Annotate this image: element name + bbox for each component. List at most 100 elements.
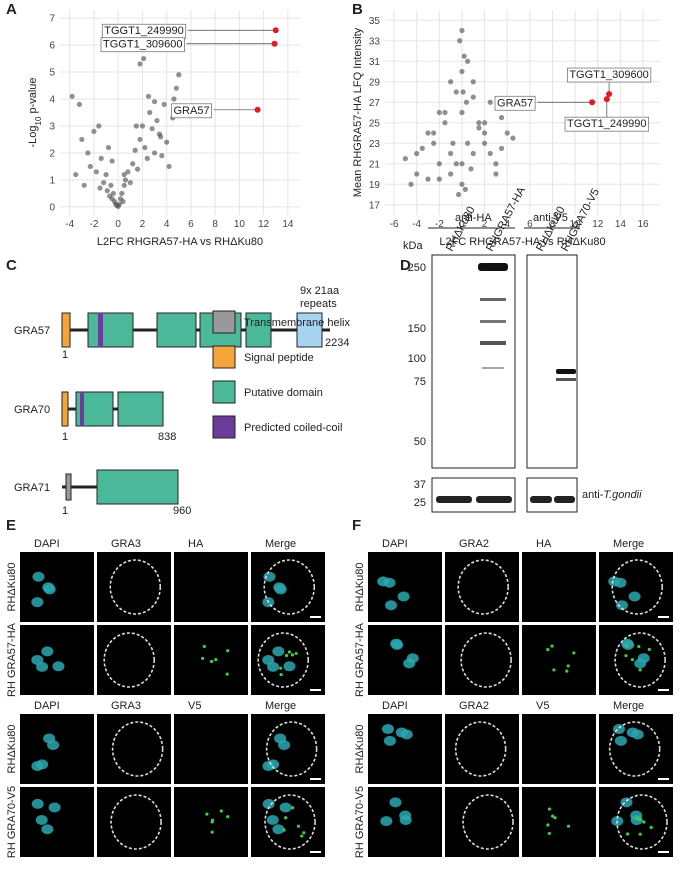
point [470, 79, 476, 85]
nucleus [262, 798, 275, 809]
x-tick-label: 16 [637, 219, 649, 230]
image [20, 625, 94, 695]
vacuole-stain [264, 794, 316, 850]
end: 960 [173, 505, 191, 517]
image [368, 552, 442, 622]
point [481, 130, 488, 136]
western-blot: anti-HA anti-V5 kDa anti-T.gondii [403, 212, 642, 513]
point [176, 72, 182, 78]
point [431, 130, 437, 136]
signal [546, 648, 550, 652]
point [459, 161, 465, 167]
legend-swatch [212, 345, 236, 369]
highlight-point [589, 99, 596, 106]
signal [282, 828, 286, 832]
highlight-label: GRA57 [497, 97, 533, 109]
image [522, 625, 596, 695]
point [119, 190, 125, 197]
point [149, 126, 155, 132]
image [97, 714, 171, 784]
point [173, 85, 179, 91]
y-tick-label: 33 [369, 36, 381, 47]
signal [566, 824, 571, 828]
band [554, 496, 575, 503]
signal [572, 651, 576, 655]
point [147, 109, 153, 116]
point [470, 150, 476, 157]
highlight-label: TGGT1_249990 [567, 118, 647, 130]
loading-label: anti-T.gondii [582, 489, 642, 501]
point [459, 68, 465, 75]
point [109, 158, 115, 164]
point [133, 123, 139, 129]
scale-bar [310, 689, 321, 691]
point [85, 150, 91, 156]
point [127, 180, 133, 186]
column-header: HA [188, 538, 204, 550]
image [522, 787, 596, 857]
start: 1 [62, 505, 68, 517]
legend-swatch [212, 310, 236, 334]
nucleus [616, 600, 629, 611]
scale-bar [658, 851, 669, 853]
signal [546, 823, 550, 827]
nucleus [383, 735, 396, 746]
point [101, 180, 107, 186]
vacuole-stain [265, 721, 318, 777]
coiled-coil [80, 392, 84, 426]
signal [214, 658, 218, 662]
domain [156, 312, 197, 348]
x-tick-label: -4 [412, 219, 421, 230]
image [174, 625, 248, 695]
signal [226, 649, 230, 653]
y-tick-label: 0 [49, 202, 55, 213]
blot-frame [526, 477, 578, 513]
label-box [171, 103, 212, 119]
scatter-plots: -4 -2 0 2 4 6 8 10 12 1401234567TGGT1_249990TGGT1… [27, 10, 660, 248]
nucleus [391, 640, 404, 651]
point [164, 139, 170, 145]
point [121, 182, 127, 188]
scale-bar [310, 778, 321, 780]
nucleus [42, 582, 55, 593]
nucleus [31, 597, 44, 608]
nucleus [385, 600, 398, 611]
point [151, 99, 158, 105]
nucleus [266, 815, 279, 826]
point [442, 109, 448, 116]
vacuole-stain [109, 559, 162, 615]
signal [638, 832, 642, 836]
label-box [564, 116, 649, 132]
start: 1 [62, 431, 68, 443]
point [137, 61, 143, 67]
column-header: Merge [265, 700, 296, 712]
point [414, 150, 420, 157]
unit: kDa [403, 240, 423, 252]
point [455, 191, 462, 198]
point [120, 198, 126, 205]
nucleus [380, 816, 393, 827]
point [110, 190, 116, 197]
point [504, 130, 510, 136]
highlight-label: GRA57 [173, 105, 209, 117]
x-axis-title: L2FC RHGRA57-HA vs RHΔKu80 [439, 236, 605, 248]
note: 9x 21aa [300, 285, 340, 297]
signal [547, 807, 552, 811]
point [141, 55, 147, 62]
signal [626, 832, 630, 836]
x-tick-label: 10 [570, 219, 582, 230]
point [425, 130, 431, 136]
point [448, 171, 454, 177]
signal [630, 658, 634, 662]
point [96, 123, 102, 129]
vacuole-stain [263, 559, 316, 615]
image [174, 714, 248, 784]
point [69, 93, 75, 99]
antibody: anti-HA [455, 212, 492, 224]
nucleus [626, 727, 639, 738]
point [436, 109, 442, 116]
y-tick-label: 7 [49, 14, 55, 25]
signal [294, 651, 298, 656]
image [445, 787, 519, 857]
signal [290, 653, 295, 657]
